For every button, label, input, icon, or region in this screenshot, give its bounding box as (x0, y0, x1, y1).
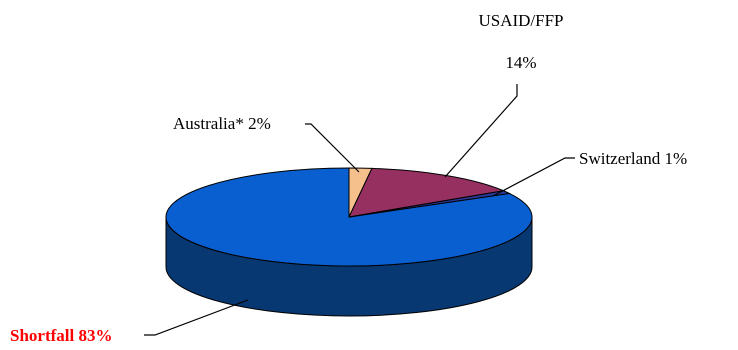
label-usaid-ffp: USAID/FFP (478, 11, 563, 30)
slice-usaid-ffp (348, 167, 506, 218)
leader-switzerland (492, 157, 575, 197)
label-shortfall: Shortfall 83% (10, 326, 112, 345)
leader-australia (305, 123, 360, 173)
leader-usaid-ffp (444, 84, 518, 178)
label-usaid-ffp-pct: 14% (505, 53, 536, 72)
leader-shortfall (144, 299, 249, 336)
pie-slices (165, 167, 533, 267)
label-australia: Australia* 2% (173, 114, 271, 133)
label-switzerland: Switzerland 1% (579, 149, 687, 168)
